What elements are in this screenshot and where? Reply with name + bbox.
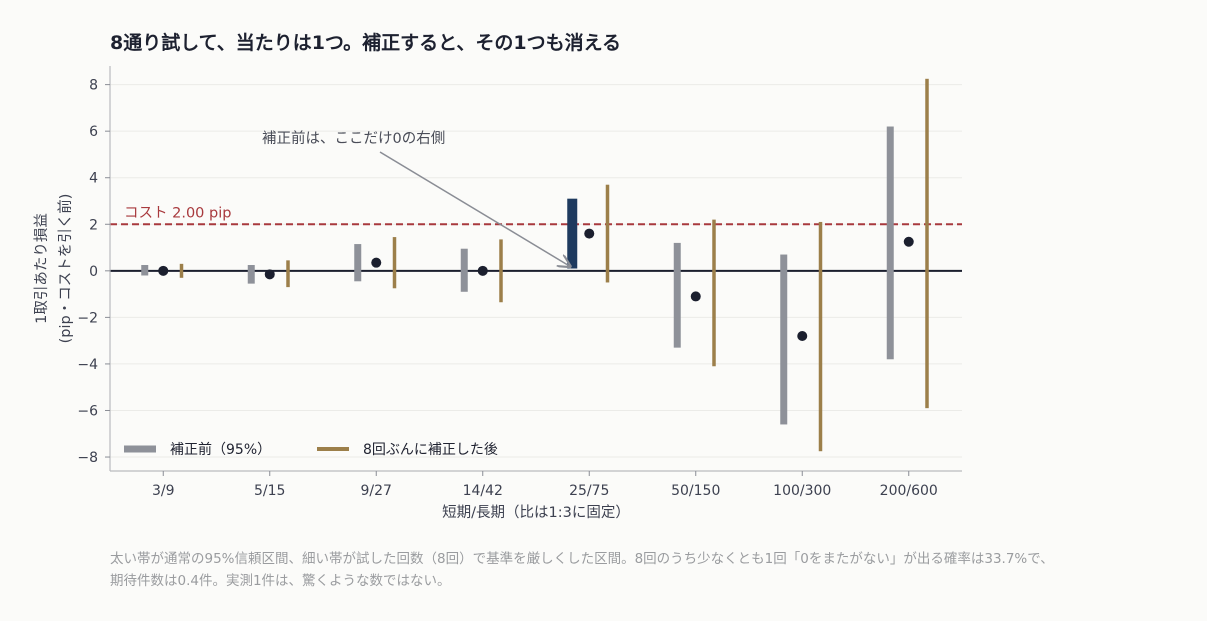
ci-uncorrected-bar bbox=[354, 244, 362, 282]
y-tick-label: 0 bbox=[89, 264, 98, 280]
point-estimate bbox=[477, 265, 488, 276]
x-tick-label: 5/15 bbox=[254, 483, 285, 499]
y-tick-label: 4 bbox=[89, 171, 98, 187]
point-estimate bbox=[690, 291, 701, 302]
y-tick-label: −2 bbox=[77, 310, 98, 326]
caption-line-1: 太い帯が通常の95%信頼区間、細い帯が試した回数（8回）で基準を厳しくした区間。… bbox=[110, 551, 1054, 567]
y-tick-label: 6 bbox=[89, 124, 98, 140]
ci-corrected-bar bbox=[499, 239, 503, 303]
chart-title: 8通り試して、当たりは1つ。補正すると、その1つも消える bbox=[110, 32, 622, 54]
y-axis-title-line-2: (pip・コストを引く前) bbox=[57, 194, 74, 344]
annotation-arrow bbox=[379, 151, 570, 267]
annotation: 補正前は、ここだけ0の右側 bbox=[262, 130, 570, 267]
ci-uncorrected-bar bbox=[886, 126, 894, 360]
y-tick-label: −8 bbox=[77, 450, 98, 466]
x-tick-label: 3/9 bbox=[152, 483, 175, 499]
x-tick-label: 9/27 bbox=[361, 483, 392, 499]
interval-bars bbox=[141, 78, 929, 452]
annotation-text: 補正前は、ここだけ0の右側 bbox=[262, 130, 445, 147]
ci-uncorrected-bar bbox=[247, 265, 255, 284]
axes: 8 6 4 2 0 −2 −4 −6 −8 3/9 5/15 9/27 14/42 25/75 50/150… bbox=[33, 66, 962, 521]
y-tick-label: 2 bbox=[89, 217, 98, 233]
reference-lines: コスト 2.00 pip bbox=[110, 205, 962, 272]
ci-uncorrected-bar bbox=[673, 242, 681, 348]
legend: 補正前（95%） 8回ぶんに補正した後 bbox=[124, 441, 498, 458]
point-estimate bbox=[903, 236, 914, 247]
legend-swatch-uncorrected bbox=[124, 445, 156, 453]
ci-uncorrected-bar bbox=[567, 198, 578, 269]
x-axis-title: 短期/長期（比は1:3に固定） bbox=[442, 504, 630, 521]
ci-uncorrected-bar bbox=[460, 248, 468, 292]
point-estimate bbox=[797, 331, 808, 341]
cost-line-label: コスト 2.00 pip bbox=[124, 205, 231, 221]
ci-uncorrected-bar bbox=[141, 265, 149, 276]
y-tick-label: −6 bbox=[77, 403, 98, 419]
ci-corrected-bar bbox=[925, 78, 929, 409]
ci-corrected-bar bbox=[605, 184, 610, 283]
point-estimate bbox=[371, 257, 382, 268]
legend-label-corrected: 8回ぶんに補正した後 bbox=[363, 442, 498, 458]
point-estimate bbox=[584, 228, 595, 239]
legend-label-uncorrected: 補正前（95%） bbox=[170, 441, 271, 458]
chart-caption: 太い帯が通常の95%信頼区間、細い帯が試した回数（8回）で基準を厳しくした区間。… bbox=[110, 548, 1190, 592]
ci-corrected-bar bbox=[286, 260, 290, 288]
ci-corrected-bar bbox=[712, 219, 716, 367]
y-axis-title-line-1: 1取引あたり損益 bbox=[33, 213, 50, 324]
x-tick-label: 50/150 bbox=[671, 483, 720, 499]
x-tick-label: 100/300 bbox=[773, 483, 831, 499]
ci-uncorrected-bar bbox=[780, 254, 788, 425]
caption-line-2: 期待件数は0.4件。実測1件は、驚くような数ではない。 bbox=[110, 573, 451, 589]
ci-corrected-bar bbox=[179, 263, 184, 278]
point-estimate bbox=[158, 265, 169, 276]
x-tick-label: 25/75 bbox=[569, 483, 609, 499]
ci-corrected-bar bbox=[818, 221, 823, 452]
ci-corrected-bar bbox=[392, 237, 397, 289]
legend-swatch-corrected bbox=[317, 447, 349, 451]
point-estimate bbox=[264, 269, 275, 280]
x-tick-label: 14/42 bbox=[463, 483, 503, 499]
y-tick-label: 8 bbox=[89, 78, 98, 94]
y-tick-label: −4 bbox=[77, 357, 98, 373]
x-tick-label: 200/600 bbox=[880, 483, 938, 499]
